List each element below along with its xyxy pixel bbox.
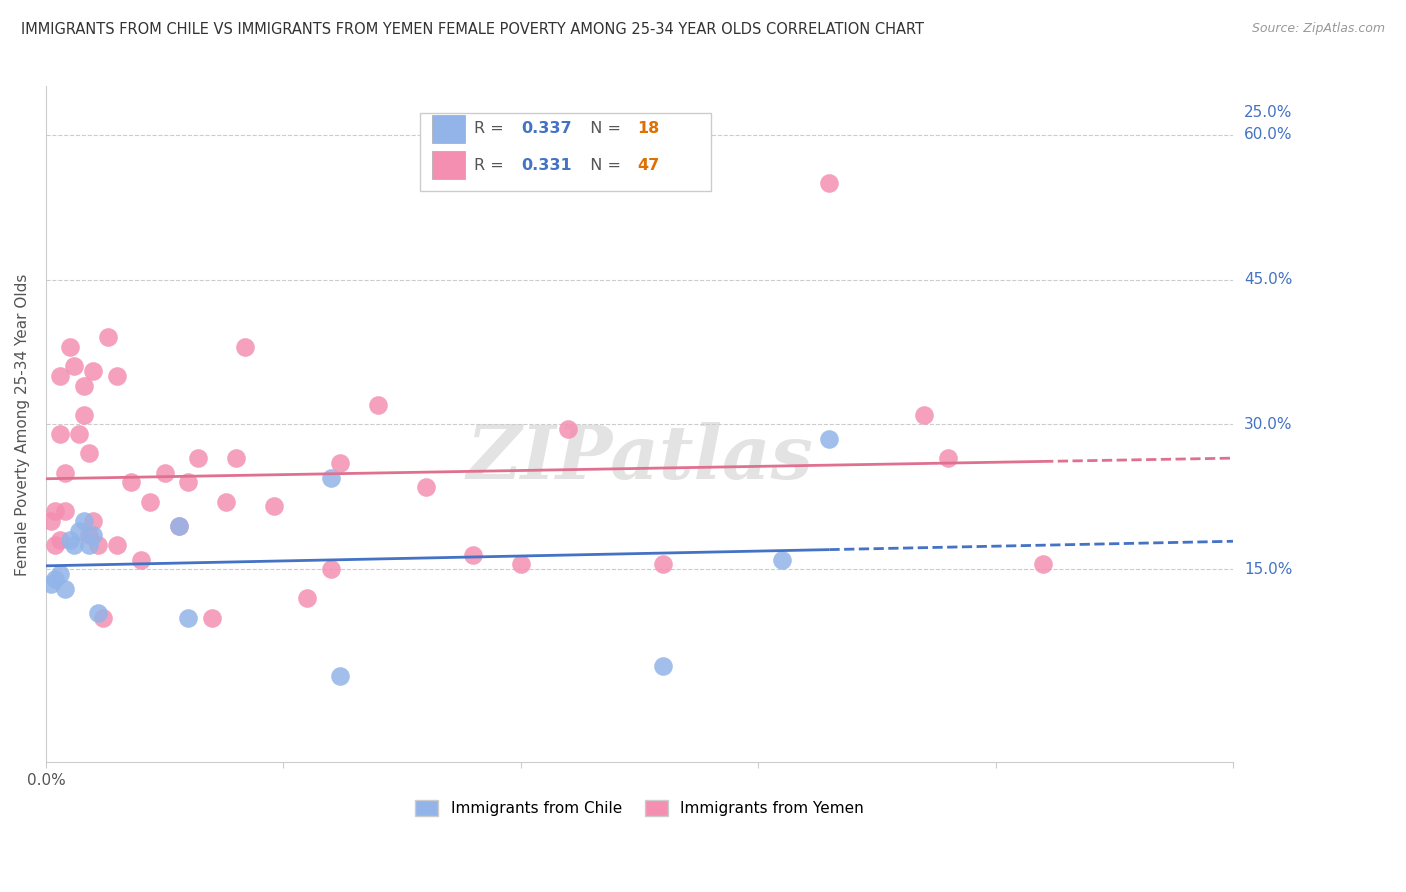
Text: 18: 18 bbox=[637, 121, 659, 136]
Text: ZIPatlas: ZIPatlas bbox=[465, 422, 813, 494]
Text: R =: R = bbox=[474, 121, 509, 136]
Point bbox=[818, 432, 841, 446]
Point bbox=[49, 369, 72, 384]
Point bbox=[105, 369, 128, 384]
Point bbox=[912, 408, 935, 422]
Point bbox=[53, 504, 76, 518]
Point bbox=[44, 504, 66, 518]
Text: Source: ZipAtlas.com: Source: ZipAtlas.com bbox=[1251, 22, 1385, 36]
Point bbox=[936, 451, 959, 466]
Text: 0.337: 0.337 bbox=[520, 121, 571, 136]
Point bbox=[53, 466, 76, 480]
Point bbox=[1032, 558, 1054, 572]
Point bbox=[53, 582, 76, 596]
Legend: Immigrants from Chile, Immigrants from Yemen: Immigrants from Chile, Immigrants from Y… bbox=[409, 794, 870, 822]
Point bbox=[319, 470, 342, 484]
FancyBboxPatch shape bbox=[420, 113, 710, 191]
Point bbox=[73, 378, 96, 392]
Point bbox=[177, 475, 200, 490]
Point bbox=[557, 422, 579, 436]
Point bbox=[49, 567, 72, 582]
Point bbox=[44, 538, 66, 552]
Point bbox=[49, 533, 72, 548]
Point bbox=[167, 518, 190, 533]
Text: R =: R = bbox=[474, 158, 509, 173]
Text: 45.0%: 45.0% bbox=[1244, 272, 1292, 287]
Text: 15.0%: 15.0% bbox=[1244, 562, 1292, 577]
Point bbox=[187, 451, 209, 466]
Point bbox=[770, 552, 793, 566]
Point bbox=[97, 330, 120, 344]
Point bbox=[44, 572, 66, 586]
Point bbox=[225, 451, 247, 466]
Point bbox=[129, 552, 152, 566]
Point bbox=[67, 427, 90, 442]
Text: 0.331: 0.331 bbox=[520, 158, 571, 173]
Point bbox=[139, 494, 162, 508]
Point bbox=[77, 446, 100, 460]
Point bbox=[120, 475, 142, 490]
Point bbox=[329, 456, 352, 470]
Point bbox=[105, 538, 128, 552]
Point bbox=[77, 528, 100, 542]
Point bbox=[63, 538, 86, 552]
Point bbox=[652, 558, 675, 572]
Point bbox=[73, 408, 96, 422]
Text: N =: N = bbox=[581, 158, 626, 173]
Y-axis label: Female Poverty Among 25-34 Year Olds: Female Poverty Among 25-34 Year Olds bbox=[15, 273, 30, 575]
Point bbox=[177, 610, 200, 624]
Point bbox=[87, 606, 110, 620]
Text: IMMIGRANTS FROM CHILE VS IMMIGRANTS FROM YEMEN FEMALE POVERTY AMONG 25-34 YEAR O: IMMIGRANTS FROM CHILE VS IMMIGRANTS FROM… bbox=[21, 22, 924, 37]
FancyBboxPatch shape bbox=[432, 151, 465, 179]
Point bbox=[215, 494, 238, 508]
Point bbox=[329, 668, 352, 682]
Point bbox=[91, 610, 114, 624]
Point bbox=[49, 427, 72, 442]
Point bbox=[82, 364, 104, 378]
Point bbox=[82, 528, 104, 542]
Point bbox=[153, 466, 176, 480]
Text: 60.0%: 60.0% bbox=[1244, 128, 1292, 142]
Point bbox=[463, 548, 485, 562]
Text: 47: 47 bbox=[637, 158, 659, 173]
Point bbox=[652, 658, 675, 673]
Point bbox=[59, 533, 82, 548]
Point bbox=[87, 538, 110, 552]
Point bbox=[818, 176, 841, 190]
Point bbox=[59, 340, 82, 354]
Point bbox=[235, 340, 257, 354]
FancyBboxPatch shape bbox=[432, 114, 465, 143]
Point bbox=[509, 558, 531, 572]
Point bbox=[263, 500, 285, 514]
Point bbox=[319, 562, 342, 576]
Text: 25.0%: 25.0% bbox=[1244, 105, 1292, 120]
Point bbox=[295, 591, 318, 606]
Point bbox=[77, 538, 100, 552]
Point bbox=[201, 610, 224, 624]
Point bbox=[39, 514, 62, 528]
Point bbox=[73, 514, 96, 528]
Point bbox=[82, 514, 104, 528]
Point bbox=[63, 359, 86, 374]
Point bbox=[67, 524, 90, 538]
Text: N =: N = bbox=[581, 121, 626, 136]
Point bbox=[39, 576, 62, 591]
Point bbox=[367, 398, 389, 412]
Point bbox=[167, 518, 190, 533]
Text: 30.0%: 30.0% bbox=[1244, 417, 1292, 432]
Point bbox=[415, 480, 437, 494]
